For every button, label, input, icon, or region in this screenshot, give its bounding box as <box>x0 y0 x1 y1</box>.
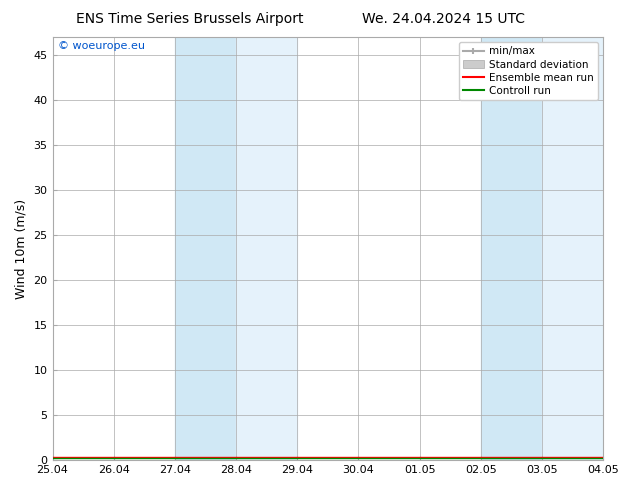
Legend: min/max, Standard deviation, Ensemble mean run, Controll run: min/max, Standard deviation, Ensemble me… <box>459 42 598 100</box>
Text: © woeurope.eu: © woeurope.eu <box>58 41 145 51</box>
Text: ENS Time Series Brussels Airport: ENS Time Series Brussels Airport <box>77 12 304 26</box>
Bar <box>542 37 603 460</box>
Text: We. 24.04.2024 15 UTC: We. 24.04.2024 15 UTC <box>362 12 526 26</box>
Bar <box>481 37 542 460</box>
Y-axis label: Wind 10m (m/s): Wind 10m (m/s) <box>15 198 28 299</box>
Bar <box>175 37 236 460</box>
Bar <box>236 37 297 460</box>
